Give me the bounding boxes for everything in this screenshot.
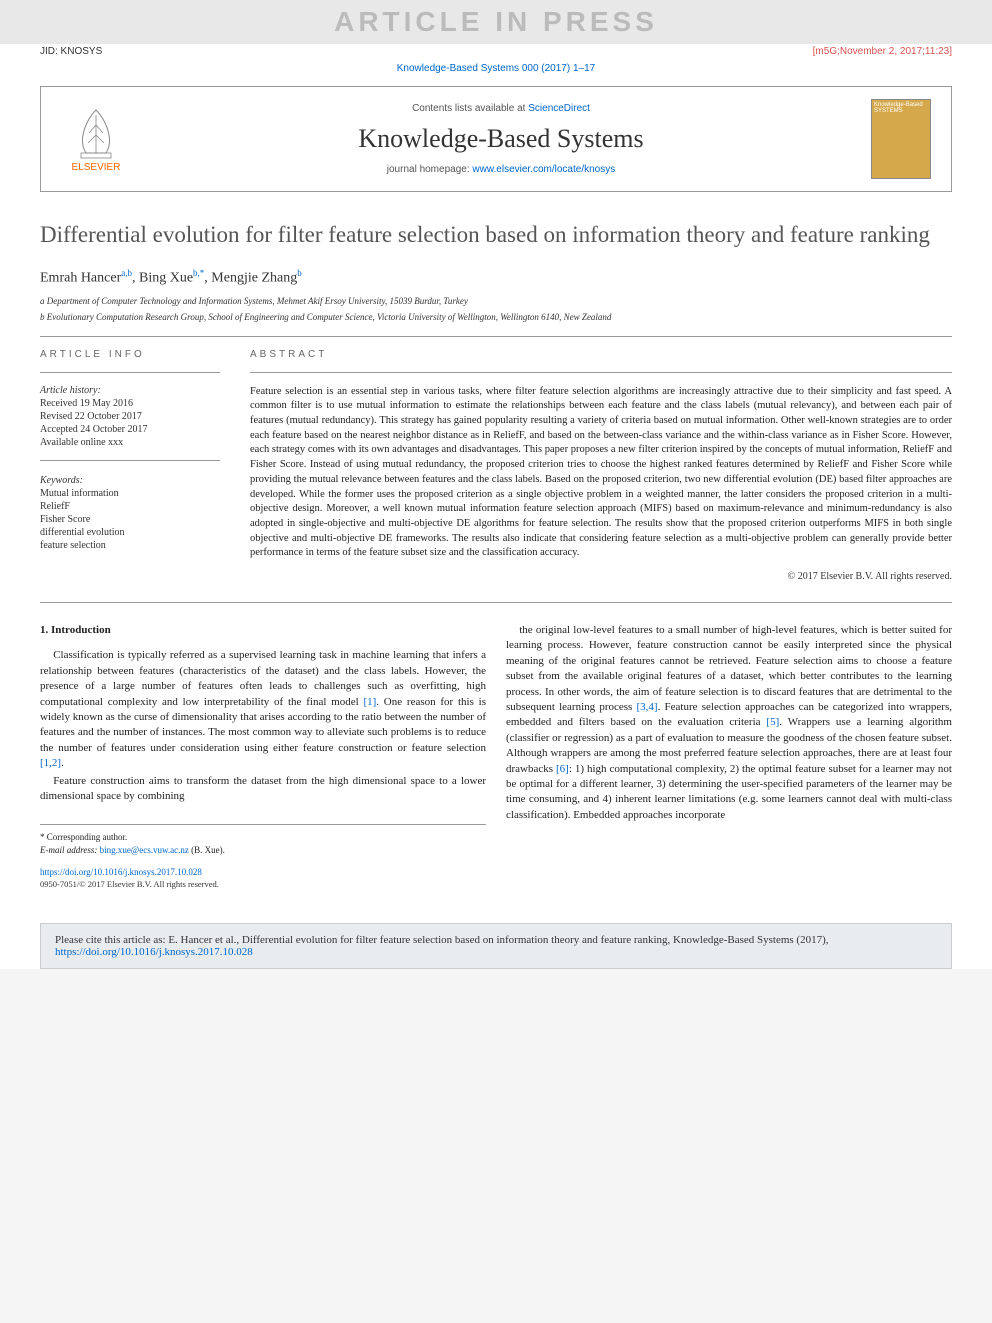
email-suffix: (B. Xue). (189, 845, 225, 855)
ref-link[interactable]: [6] (556, 763, 569, 775)
cite-text: Please cite this article as: E. Hancer e… (55, 934, 829, 946)
column-right: the original low-level features to a sma… (506, 623, 952, 891)
journal-header-box: ELSEVIER Contents lists available at Sci… (40, 86, 952, 192)
history-label: Article history: (40, 385, 220, 396)
keyword: Mutual information (40, 488, 220, 499)
corresponding-author: * Corresponding author. (40, 831, 486, 844)
abstract-text: Feature selection is an essential step i… (250, 385, 952, 561)
keyword: differential evolution (40, 527, 220, 538)
journal-cover-thumb: Knowledge-Based SYSTEMS (871, 99, 931, 179)
divider (40, 460, 220, 461)
abstract-section: ABSTRACT Feature selection is an essenti… (250, 349, 952, 582)
authors: Emrah Hancera,b, Bing Xueb,*, Mengjie Zh… (40, 268, 952, 287)
affiliation: b Evolutionary Computation Research Grou… (40, 311, 952, 324)
citation-top: Knowledge-Based Systems 000 (2017) 1–17 (0, 59, 992, 78)
footer-note: * Corresponding author. E-mail address: … (40, 824, 486, 856)
footer-copyright: 0950-7051/© 2017 Elsevier B.V. All right… (40, 879, 486, 891)
body-columns: 1. Introduction Classification is typica… (40, 623, 952, 891)
keyword: Fisher Score (40, 514, 220, 525)
ref-link[interactable]: [1,2] (40, 757, 61, 769)
article-info-sidebar: ARTICLE INFO Article history: Received 1… (40, 349, 220, 582)
contents-prefix: Contents lists available at (412, 103, 528, 114)
citation-top-link[interactable]: Knowledge-Based Systems 000 (2017) 1–17 (397, 63, 595, 74)
sciencedirect-link[interactable]: ScienceDirect (528, 103, 590, 114)
divider (40, 336, 952, 337)
keywords-label: Keywords: (40, 475, 220, 486)
cite-box: Please cite this article as: E. Hancer e… (40, 923, 952, 969)
article-info-heading: ARTICLE INFO (40, 349, 220, 360)
keyword: ReliefF (40, 501, 220, 512)
contents-line: Contents lists available at ScienceDirec… (151, 103, 851, 114)
divider (40, 372, 220, 373)
watermark-banner: ARTICLE IN PRESS (0, 0, 992, 44)
email-label: E-mail address: (40, 845, 100, 855)
elsevier-logo: ELSEVIER (61, 99, 131, 179)
email-link[interactable]: bing.xue@ecs.vuw.ac.nz (100, 845, 189, 855)
keyword: feature selection (40, 540, 220, 551)
history-item: Accepted 24 October 2017 (40, 424, 220, 435)
elsevier-name: ELSEVIER (72, 162, 121, 173)
cite-doi-link[interactable]: https://doi.org/10.1016/j.knosys.2017.10… (55, 946, 253, 958)
build-meta: [m5G;November 2, 2017;11:23] (813, 46, 952, 57)
journal-name: Knowledge-Based Systems (151, 124, 851, 154)
divider (40, 602, 952, 603)
journal-cover-text: Knowledge-Based SYSTEMS (872, 100, 930, 116)
history-item: Available online xxx (40, 437, 220, 448)
intro-p3: the original low-level features to a sma… (506, 623, 952, 823)
homepage-link[interactable]: www.elsevier.com/locate/knosys (472, 164, 615, 175)
divider (250, 372, 952, 373)
homepage-line: journal homepage: www.elsevier.com/locat… (151, 164, 851, 175)
column-left: 1. Introduction Classification is typica… (40, 623, 486, 891)
intro-p2: Feature construction aims to transform t… (40, 774, 486, 805)
ref-link[interactable]: [5] (766, 716, 779, 728)
article-title: Differential evolution for filter featur… (40, 220, 952, 250)
ref-link[interactable]: [1] (363, 696, 376, 708)
history-item: Revised 22 October 2017 (40, 411, 220, 422)
section-1-heading: 1. Introduction (40, 623, 486, 638)
intro-p1: Classification is typically referred as … (40, 648, 486, 771)
abstract-copyright: © 2017 Elsevier B.V. All rights reserved… (250, 571, 952, 582)
doi-line: https://doi.org/10.1016/j.knosys.2017.10… (40, 866, 486, 890)
jid-label: JID: KNOSYS (40, 46, 102, 57)
doi-link[interactable]: https://doi.org/10.1016/j.knosys.2017.10… (40, 867, 202, 877)
abstract-heading: ABSTRACT (250, 349, 952, 360)
affiliation: a Department of Computer Technology and … (40, 295, 952, 308)
ref-link[interactable]: [3,4] (637, 701, 658, 713)
elsevier-tree-icon (71, 105, 121, 160)
history-item: Received 19 May 2016 (40, 398, 220, 409)
homepage-prefix: journal homepage: (387, 164, 473, 175)
header-meta: JID: KNOSYS [m5G;November 2, 2017;11:23] (0, 44, 992, 59)
